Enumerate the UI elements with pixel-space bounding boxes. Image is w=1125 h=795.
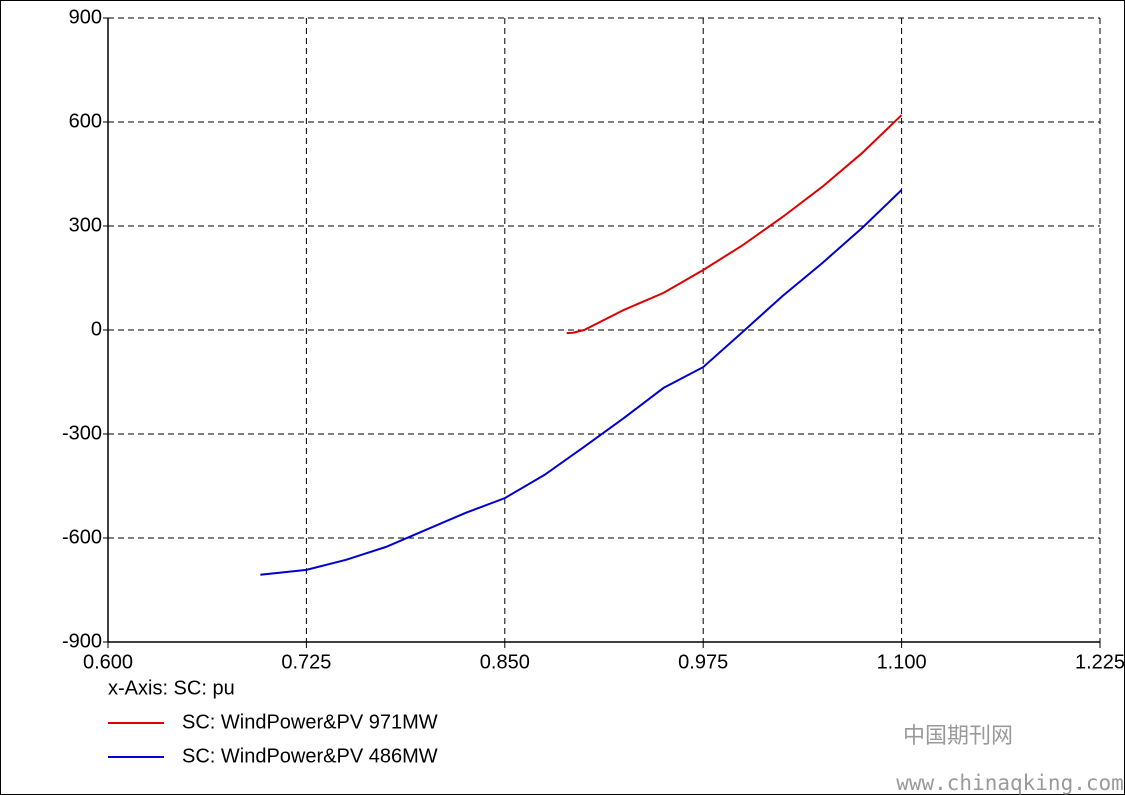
legend-label: SC: WindPower&PV 971MW: [182, 711, 438, 733]
series-line: [566, 114, 903, 335]
x-tick-label: 0.975: [678, 651, 728, 673]
y-tick-label: 300: [69, 214, 102, 236]
watermark: www.chinaqking.com: [896, 771, 1124, 795]
x-tick-label: 1.225: [1075, 651, 1125, 673]
watermark: 中国期刊网: [903, 724, 1013, 749]
y-tick-label: -900: [62, 630, 102, 652]
x-tick-label: 0.600: [83, 651, 133, 673]
y-tick-label: 900: [69, 6, 102, 28]
legend-label: SC: WindPower&PV 486MW: [182, 745, 438, 767]
y-tick-label: 600: [69, 110, 102, 132]
series-line: [260, 189, 903, 576]
x-tick-label: 0.725: [281, 651, 331, 673]
y-tick-label: -300: [62, 422, 102, 444]
x-tick-label: 1.100: [877, 651, 927, 673]
x-axis-label: x-Axis: SC: pu: [108, 677, 235, 699]
x-tick-label: 0.850: [480, 651, 530, 673]
y-tick-label: 0: [91, 318, 102, 340]
y-tick-label: -600: [62, 526, 102, 548]
